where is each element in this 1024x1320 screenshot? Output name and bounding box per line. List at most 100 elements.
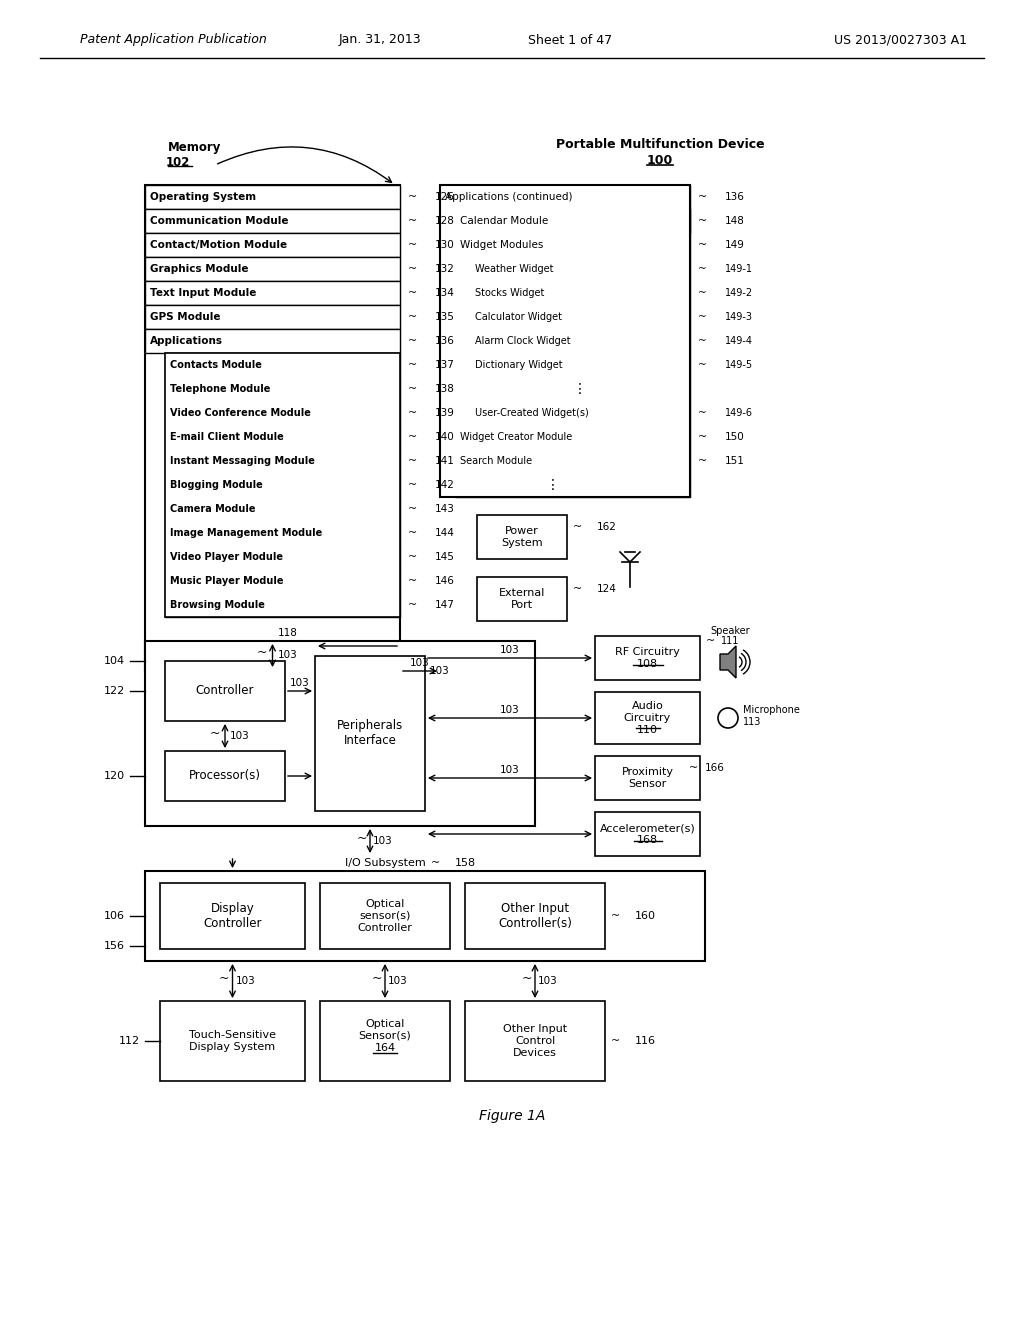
Text: 149-1: 149-1 — [725, 264, 753, 275]
Text: Widget Creator Module: Widget Creator Module — [460, 432, 572, 442]
Text: 137: 137 — [435, 360, 455, 370]
Text: ~: ~ — [408, 240, 417, 249]
Text: 146: 146 — [435, 576, 455, 586]
Text: 106: 106 — [104, 911, 125, 921]
Text: 130: 130 — [435, 240, 455, 249]
Text: 149-4: 149-4 — [725, 337, 753, 346]
Bar — [145, 234, 400, 257]
Text: Stocks Widget: Stocks Widget — [475, 288, 545, 298]
Bar — [165, 498, 400, 521]
Text: ~: ~ — [372, 972, 382, 985]
Text: Graphics Module: Graphics Module — [150, 264, 249, 275]
Text: 149-3: 149-3 — [725, 312, 753, 322]
Text: 156: 156 — [104, 941, 125, 950]
Text: ~: ~ — [408, 384, 417, 393]
Text: 148: 148 — [725, 216, 744, 226]
Bar — [440, 209, 690, 234]
Text: ~: ~ — [698, 337, 707, 346]
Text: Accelerometer(s)
168: Accelerometer(s) 168 — [600, 824, 695, 845]
Text: 103: 103 — [230, 731, 250, 741]
Text: Video Player Module: Video Player Module — [170, 552, 283, 562]
Bar — [470, 352, 690, 378]
Text: Camera Module: Camera Module — [170, 504, 256, 513]
Text: 120: 120 — [103, 771, 125, 781]
Text: Other Input
Controller(s): Other Input Controller(s) — [498, 902, 572, 931]
Text: Telephone Module: Telephone Module — [170, 384, 270, 393]
Bar — [595, 812, 700, 855]
Bar — [165, 545, 400, 569]
Bar — [165, 449, 400, 473]
Text: Sheet 1 of 47: Sheet 1 of 47 — [528, 33, 612, 46]
Text: ~: ~ — [408, 504, 417, 513]
Text: 151: 151 — [725, 455, 744, 466]
Text: Text Input Module: Text Input Module — [150, 288, 256, 298]
Text: 132: 132 — [435, 264, 455, 275]
Bar — [595, 756, 700, 800]
Text: ~: ~ — [408, 264, 417, 275]
Bar — [145, 305, 400, 329]
Text: Applications (continued): Applications (continued) — [445, 191, 572, 202]
Text: 160: 160 — [635, 911, 656, 921]
Text: ~: ~ — [698, 360, 707, 370]
Text: 149-5: 149-5 — [725, 360, 753, 370]
Bar — [470, 305, 690, 329]
Text: Contacts Module: Contacts Module — [170, 360, 262, 370]
Bar — [477, 515, 567, 558]
Text: Memory: Memory — [168, 141, 221, 154]
Text: ~: ~ — [698, 312, 707, 322]
Text: 103: 103 — [500, 705, 520, 715]
Text: 103: 103 — [538, 975, 558, 986]
Text: ~: ~ — [408, 528, 417, 539]
Text: 136: 136 — [435, 337, 455, 346]
Text: External
Port: External Port — [499, 589, 545, 610]
Bar — [319, 1001, 450, 1081]
Bar — [470, 257, 690, 425]
Text: Microphone: Microphone — [743, 705, 800, 715]
Text: 149: 149 — [725, 240, 744, 249]
Text: ~: ~ — [408, 576, 417, 586]
Text: ~: ~ — [706, 636, 715, 645]
Text: 147: 147 — [435, 601, 455, 610]
Text: 139: 139 — [435, 408, 455, 418]
Bar — [165, 521, 400, 545]
Text: ~: ~ — [698, 264, 707, 275]
Text: ~: ~ — [408, 408, 417, 418]
Bar — [145, 329, 400, 352]
Text: 150: 150 — [725, 432, 744, 442]
Text: ~: ~ — [408, 191, 417, 202]
Text: Patent Application Publication: Patent Application Publication — [80, 33, 266, 46]
Text: ~: ~ — [408, 455, 417, 466]
Text: 136: 136 — [725, 191, 744, 202]
Text: Proximity
Sensor: Proximity Sensor — [622, 767, 674, 789]
Text: Calculator Widget: Calculator Widget — [475, 312, 562, 322]
Text: 140: 140 — [435, 432, 455, 442]
Bar — [315, 656, 425, 810]
Text: Browsing Module: Browsing Module — [170, 601, 265, 610]
Bar — [595, 692, 700, 744]
Text: Communication Module: Communication Module — [150, 216, 289, 226]
Bar — [145, 642, 535, 826]
Text: 128: 128 — [435, 216, 455, 226]
Text: Music Player Module: Music Player Module — [170, 576, 284, 586]
Bar — [165, 593, 400, 616]
Text: Controller: Controller — [196, 685, 254, 697]
Bar — [165, 378, 400, 401]
Text: 103: 103 — [500, 766, 520, 775]
Text: ~: ~ — [257, 645, 267, 659]
Text: ~: ~ — [431, 858, 440, 869]
Text: ~: ~ — [408, 480, 417, 490]
Text: Speaker: Speaker — [711, 626, 750, 636]
Bar — [470, 378, 690, 401]
Text: ~: ~ — [408, 552, 417, 562]
Bar — [145, 209, 400, 234]
Bar — [470, 281, 690, 305]
Text: GPS Module: GPS Module — [150, 312, 220, 322]
Text: 111: 111 — [721, 636, 739, 645]
Text: Portable Multifunction Device: Portable Multifunction Device — [556, 139, 764, 152]
Bar — [455, 449, 690, 473]
Text: ~: ~ — [698, 191, 708, 202]
Text: 124: 124 — [597, 583, 616, 594]
Bar — [440, 185, 690, 209]
Bar — [145, 185, 400, 671]
Text: Calendar Module: Calendar Module — [460, 216, 548, 226]
